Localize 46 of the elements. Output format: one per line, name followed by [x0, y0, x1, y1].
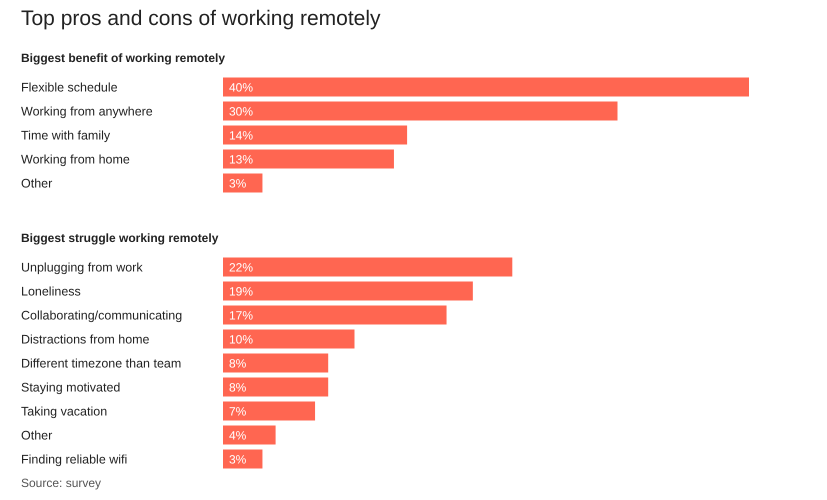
y-tick-label: Taking vacation	[21, 404, 108, 418]
data-label: 40%	[229, 80, 254, 94]
y-tick-label: Finding reliable wifi	[21, 452, 128, 466]
bar	[223, 306, 447, 324]
data-label: 3%	[229, 452, 247, 466]
bar	[223, 402, 316, 420]
data-label: 17%	[229, 308, 254, 322]
data-label: 8%	[229, 380, 247, 394]
data-label: 3%	[229, 176, 247, 190]
chart-title: Top pros and cons of working remotely	[21, 7, 382, 30]
data-label: 22%	[229, 260, 254, 274]
y-tick-label: Collaborating/communicating	[21, 308, 182, 322]
y-tick-label: Different timezone than team	[21, 356, 182, 370]
bar	[223, 102, 618, 120]
data-label: 14%	[229, 128, 254, 142]
bar	[223, 450, 262, 468]
source-note: Source: survey	[21, 476, 102, 490]
y-tick-label: Other	[21, 428, 52, 442]
data-label: 19%	[229, 284, 254, 298]
bar	[223, 174, 262, 192]
bar	[223, 126, 408, 144]
y-tick-label: Other	[21, 176, 52, 190]
bar	[223, 78, 749, 96]
bar	[223, 426, 276, 444]
text: Biggest struggle working remotely	[21, 231, 219, 245]
data-label: 8%	[229, 356, 247, 370]
data-label: 7%	[229, 404, 247, 418]
data-label: 4%	[229, 428, 247, 442]
bar	[223, 258, 512, 276]
y-tick-label: Staying motivated	[21, 380, 120, 394]
y-tick-label: Time with family	[21, 128, 111, 142]
y-tick-label: Unplugging from work	[21, 260, 144, 274]
bar	[223, 330, 354, 348]
y-tick-label: Working from home	[21, 152, 130, 166]
data-label: 13%	[229, 152, 254, 166]
y-tick-label: Loneliness	[21, 284, 81, 298]
text: Biggest benefit of working remotely	[21, 51, 226, 65]
bar	[223, 282, 473, 300]
y-tick-label: Flexible schedule	[21, 80, 118, 94]
bar	[223, 378, 328, 396]
y-tick-label: Working from anywhere	[21, 104, 153, 118]
y-tick-label: Distractions from home	[21, 332, 150, 346]
bar	[223, 354, 328, 372]
bar	[223, 150, 394, 168]
data-label: 30%	[229, 104, 254, 118]
data-label: 10%	[229, 332, 254, 346]
